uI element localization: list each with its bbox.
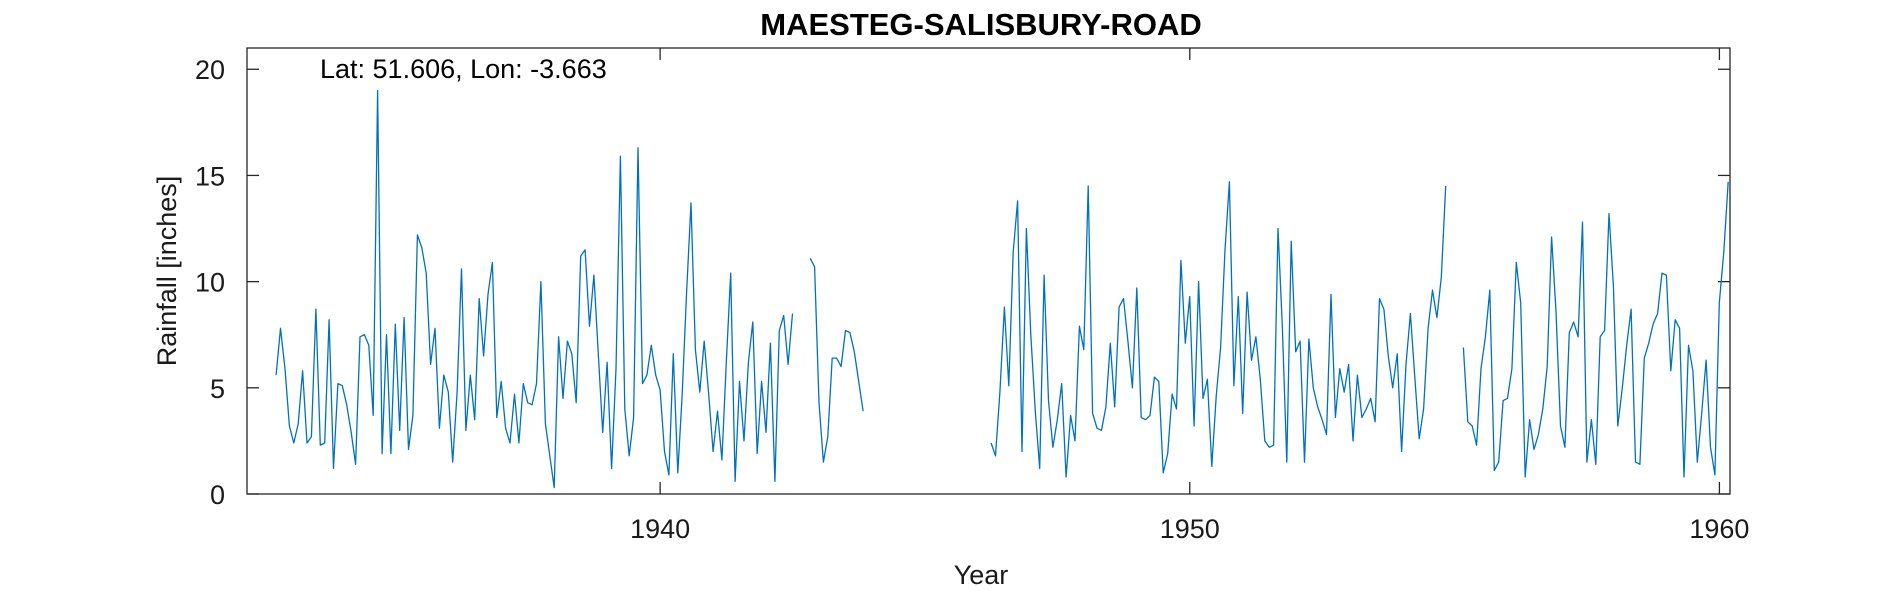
x-tick-label: 1950	[1160, 514, 1220, 544]
x-axis-label: Year	[954, 560, 1009, 590]
x-tick-label: 1960	[1689, 514, 1749, 544]
y-tick-label: 15	[195, 161, 225, 191]
chart-title: MAESTEG-SALISBURY-ROAD	[760, 7, 1201, 42]
x-tick-label: 1940	[630, 514, 690, 544]
y-tick-label: 20	[195, 55, 225, 85]
plot-frame	[246, 47, 1731, 495]
y-tick-label: 5	[210, 374, 225, 404]
rainfall-series-line	[275, 89, 1729, 489]
y-tick-label: 0	[210, 480, 225, 510]
axis-ticks: 1940 1950 1960 0 5 10 15 20	[195, 48, 1749, 544]
location-annotation: Lat: 51.606, Lon: -3.663	[320, 54, 607, 84]
y-tick-label: 10	[195, 268, 225, 298]
y-axis-label: Rainfall [inches]	[152, 176, 182, 367]
